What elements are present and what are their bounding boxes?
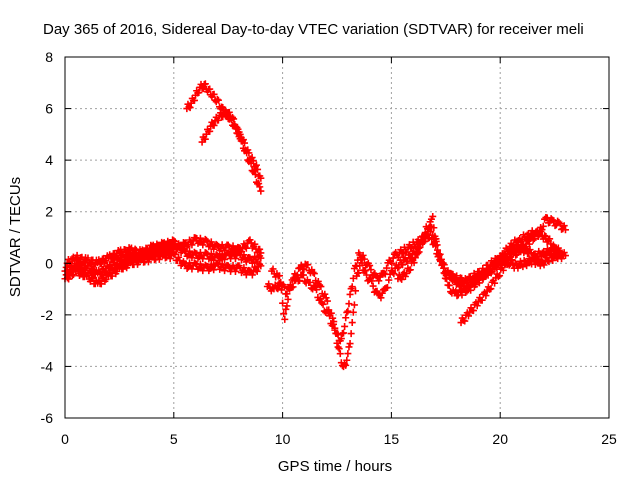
chart-title: Day 365 of 2016, Sidereal Day-to-day VTE…	[43, 21, 584, 38]
x-tick-label: 25	[601, 431, 617, 447]
x-tick-label: 15	[384, 431, 400, 447]
data-series-track-f	[263, 212, 567, 371]
x-tick-label: 5	[170, 431, 178, 447]
y-tick-label: -4	[41, 358, 54, 374]
x-tick-label: 0	[61, 431, 69, 447]
y-tick-label: -6	[41, 410, 54, 426]
data-series-track-d	[183, 80, 265, 182]
y-tick-label: 8	[45, 49, 53, 65]
y-axis-label: SDTVAR / TECUs	[7, 177, 24, 297]
plot-frame	[64, 56, 610, 419]
y-tick-label: 2	[45, 204, 53, 220]
x-tick-label: 20	[492, 431, 508, 447]
y-tick-label: 6	[45, 101, 53, 117]
y-tick-label: -2	[41, 307, 54, 323]
gridlines	[65, 57, 609, 418]
y-tick-label: 0	[45, 255, 53, 271]
y-tick-label: 4	[45, 152, 53, 168]
data-series-track-e	[198, 107, 265, 195]
axis-ticks: 0 5 10 15 20 25 -6 -4 -2 0 2 4 6 8	[41, 49, 617, 447]
x-axis-label: GPS time / hours	[278, 458, 392, 475]
x-tick-label: 10	[275, 431, 291, 447]
data-markers	[61, 80, 569, 371]
data-series-track-i	[394, 222, 569, 300]
